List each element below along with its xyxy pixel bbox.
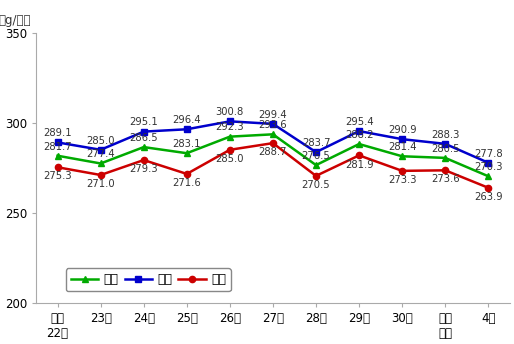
総数 [356,142,362,146]
女性 [356,153,362,158]
Text: 285.0: 285.0 [215,154,244,164]
総数 [313,163,319,167]
Text: （g/日）: （g/日） [0,14,31,28]
Text: 277.4: 277.4 [86,149,115,159]
Text: 286.5: 286.5 [130,133,158,143]
女性 [183,172,190,176]
総数 [227,135,233,139]
男性 [183,127,190,131]
Text: 295.4: 295.4 [345,117,373,127]
男性 [485,161,491,165]
男性 [227,119,233,123]
Line: 男性: 男性 [54,118,491,166]
Text: 289.1: 289.1 [43,128,72,138]
男性 [54,140,61,144]
Text: 288.7: 288.7 [259,147,287,157]
男性 [141,130,147,134]
Text: 293.6: 293.6 [259,120,287,130]
総数 [399,154,405,158]
Text: 299.4: 299.4 [259,110,287,120]
男性 [270,122,276,126]
男性 [442,142,448,146]
Text: 281.9: 281.9 [345,160,373,170]
Text: 281.4: 281.4 [388,142,416,152]
Text: 275.3: 275.3 [43,171,72,181]
Text: 290.9: 290.9 [388,125,416,135]
Text: 285.0: 285.0 [86,136,115,146]
Text: 281.7: 281.7 [43,142,72,152]
Text: 295.1: 295.1 [130,117,158,127]
Text: 288.3: 288.3 [431,130,460,140]
女性 [270,141,276,145]
総数 [270,132,276,136]
女性 [399,169,405,173]
Text: 270.5: 270.5 [302,180,331,190]
女性 [98,173,104,177]
Text: 276.5: 276.5 [302,151,331,161]
Line: 総数: 総数 [54,131,491,179]
女性 [141,158,147,162]
Text: 263.9: 263.9 [474,192,503,202]
男性 [356,129,362,133]
Text: 277.8: 277.8 [474,149,503,159]
Text: 280.5: 280.5 [431,144,460,154]
Line: 女性: 女性 [54,140,491,191]
女性 [442,168,448,172]
Text: 296.4: 296.4 [173,115,201,125]
総数 [183,151,190,155]
総数 [141,145,147,149]
Text: 292.3: 292.3 [215,122,244,132]
男性 [399,137,405,141]
Text: 288.2: 288.2 [345,130,373,140]
Text: 273.6: 273.6 [431,174,460,184]
男性 [98,148,104,152]
Text: 271.6: 271.6 [172,178,201,188]
男性 [313,150,319,154]
Text: 279.3: 279.3 [130,164,158,174]
総数 [442,156,448,160]
Text: 300.8: 300.8 [216,107,244,117]
Text: 271.0: 271.0 [86,179,115,189]
女性 [313,174,319,178]
Text: 273.3: 273.3 [388,175,416,185]
女性 [54,165,61,169]
女性 [485,186,491,190]
総数 [54,154,61,158]
総数 [98,161,104,165]
Text: 270.3: 270.3 [474,162,503,172]
Legend: 総数, 男性, 女性: 総数, 男性, 女性 [66,268,231,291]
女性 [227,148,233,152]
Text: 283.7: 283.7 [302,138,331,148]
総数 [485,174,491,178]
Text: 283.1: 283.1 [173,139,201,149]
